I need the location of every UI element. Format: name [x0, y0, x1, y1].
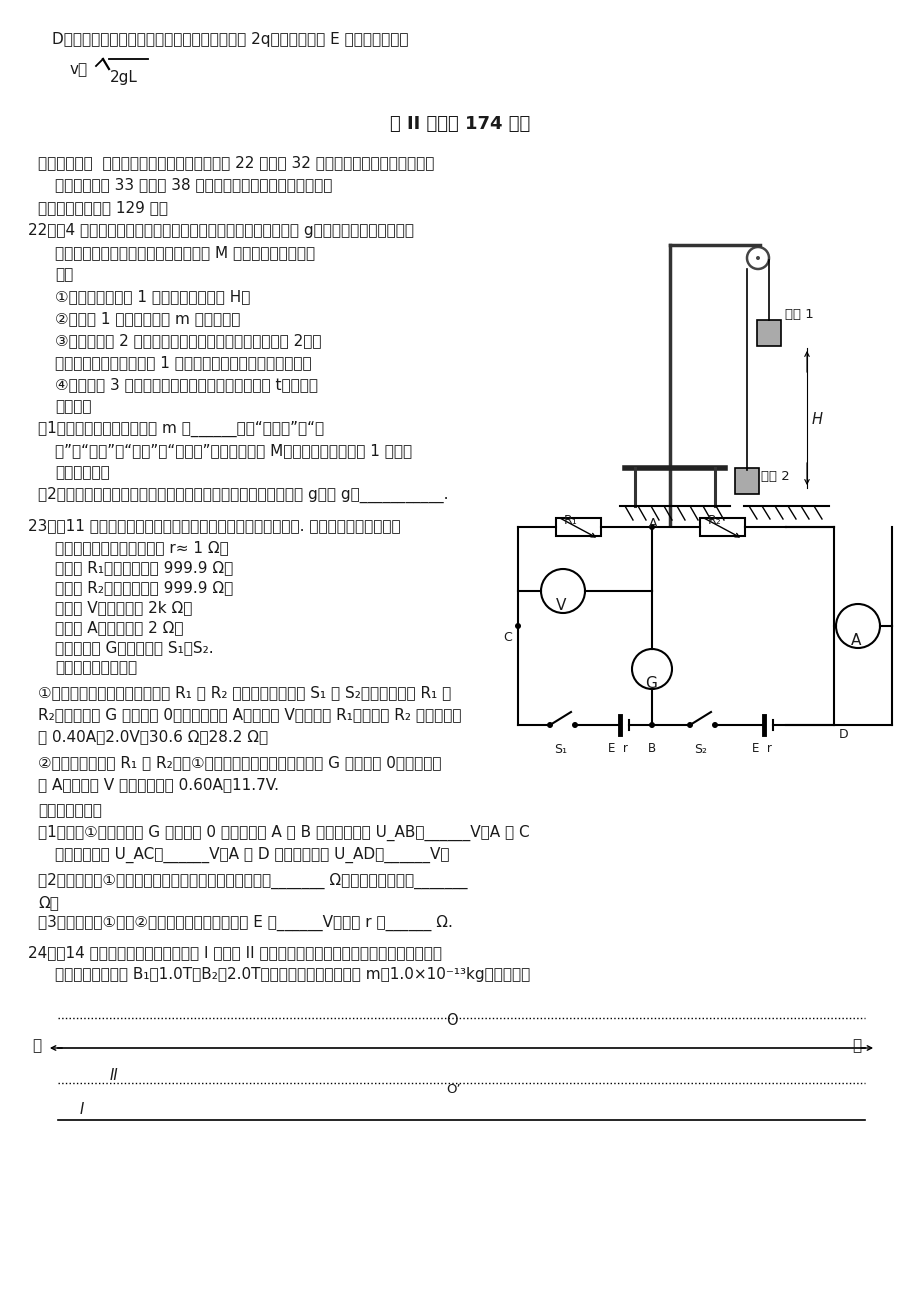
Text: 重锤 2: 重锤 2	[760, 470, 789, 483]
Text: 电压表 V（内阻约为 2k Ω）: 电压表 V（内阻约为 2k Ω）	[55, 600, 192, 615]
Text: S₂: S₂	[693, 743, 706, 756]
Text: 时右手开启秒表，在重锤 1 落地时停止计时，记录下落时间；: 时右手开启秒表，在重锤 1 落地时停止计时，记录下落时间；	[55, 355, 312, 370]
Text: （1）步骤①中：电流计 G 的示数为 0 时，电路中 A 和 B 两点的电势差 U_AB＝______V；A 和 C: （1）步骤①中：电流计 G 的示数为 0 时，电路中 A 和 B 两点的电势差 …	[38, 825, 529, 841]
Bar	[699, 518, 744, 536]
Text: 24．！14 分）如图所示，真空中区域 I 和区域 II 内存在着与纸面垂直的方向相反的匀强磁场，: 24．！14 分）如图所示，真空中区域 I 和区域 II 内存在着与纸面垂直的方…	[28, 945, 441, 960]
Text: 两点的电势差 U_AC＝______V；A 和 D 两点的电势差 U_AD＝______V；: 两点的电势差 U_AC＝______V；A 和 D 两点的电势差 U_AD＝__…	[55, 848, 449, 863]
Circle shape	[515, 622, 520, 629]
Text: 电阻笱 R₂（最大阻値为 999.9 Ω）: 电阻笱 R₂（最大阻値为 999.9 Ω）	[55, 579, 233, 595]
Text: 第 II 卷（共 174 分）: 第 II 卷（共 174 分）	[390, 115, 529, 133]
Text: I: I	[80, 1101, 85, 1117]
Text: 电阻笱 R₁（最大阻値为 999.9 Ω）: 电阻笱 R₁（最大阻値为 999.9 Ω）	[55, 560, 233, 575]
Bar	[756, 320, 780, 346]
Text: V: V	[555, 598, 566, 613]
Text: A: A	[850, 633, 860, 648]
Text: 重锤 1: 重锤 1	[784, 309, 813, 322]
Text: G: G	[644, 676, 656, 691]
Text: C: C	[503, 631, 511, 644]
Text: D: D	[838, 728, 847, 741]
Text: 三、非选择题  包括必考题和选考题两部分。第 22 题～第 32 题为必考题，每个试题考生都: 三、非选择题 包括必考题和选考题两部分。第 22 题～第 32 题为必考题，每个…	[38, 155, 434, 171]
Text: A: A	[648, 517, 657, 530]
Circle shape	[755, 256, 759, 260]
Text: 右: 右	[851, 1038, 860, 1053]
Text: 灵敏电流计 G，两个开关 S₁、S₂.: 灵敏电流计 G，两个开关 S₁、S₂.	[55, 641, 213, 655]
Text: （1）实验要求小钉码的质量 m 要______（填“远小于”，“小: （1）实验要求小钉码的质量 m 要______（填“远小于”，“小	[38, 421, 323, 437]
Text: 23．！11 分）某同学利用如图所示的电路可以测量多个物理量. 实验室提供的器材有：: 23．！11 分）某同学利用如图所示的电路可以测量多个物理量. 实验室提供的器材…	[28, 518, 400, 533]
Text: O: O	[446, 1013, 457, 1029]
Text: 时间长一些。: 时间长一些。	[55, 465, 109, 480]
Text: 下列问题: 下列问题	[55, 398, 91, 414]
Circle shape	[686, 723, 692, 728]
Text: Ω；: Ω；	[38, 894, 59, 910]
Text: ④重复测量 3 次下落时间，取其平均値作为测量値 t。请回答: ④重复测量 3 次下落时间，取其平均値作为测量値 t。请回答	[55, 378, 318, 392]
Text: II: II	[110, 1068, 119, 1083]
Text: ②反复调节电阻笱 R₁ 和 R₂（与①中的电阻値不同），使电流计 G 的示数为 0，读出电流: ②反复调节电阻笱 R₁ 和 R₂（与①中的电阻値不同），使电流计 G 的示数为 …	[38, 755, 441, 769]
Text: 必须做答。第 33 题～第 38 题为选考题，考生根据要求做答。: 必须做答。第 33 题～第 38 题为选考题，考生根据要求做答。	[55, 177, 332, 191]
Text: 电流表 A（内阻约为 2 Ω）: 电流表 A（内阻约为 2 Ω）	[55, 620, 183, 635]
Text: 磁感应强度大小为 B₁＝1.0T，B₂＝2.0T。一带正电的粒子质量为 m＝1.0×10⁻¹³kg，电荷量为: 磁感应强度大小为 B₁＝1.0T，B₂＝2.0T。一带正电的粒子质量为 m＝1.…	[55, 967, 529, 982]
Text: D．若保持电场强度不变，仅把小球电荷量变为 2q，则小球到达 E 点时的速度大小: D．若保持电场强度不变，仅把小球电荷量变为 2q，则小球到达 E 点时的速度大小	[52, 33, 408, 47]
Text: ①按图连接好电路，调节电阻笱 R₁ 和 R₂ 至最大，闭合开关 S₁ 和 S₂，再反复调节 R₁ 和: ①按图连接好电路，调节电阻笱 R₁ 和 R₂ 至最大，闭合开关 S₁ 和 S₂，…	[38, 685, 450, 700]
Text: 为 0.40A、2.0V、30.6 Ω、28.2 Ω；: 为 0.40A、2.0V、30.6 Ω、28.2 Ω；	[38, 729, 267, 743]
Text: （一）必考题（共 129 分）: （一）必考题（共 129 分）	[38, 201, 168, 215]
Circle shape	[648, 723, 654, 728]
Text: 2gL: 2gL	[110, 70, 138, 85]
Text: 表 A、电压表 V 的示数分别为 0.60A、11.7V.: 表 A、电压表 V 的示数分别为 0.60A、11.7V.	[38, 777, 278, 792]
Circle shape	[547, 723, 552, 728]
Text: 左: 左	[32, 1038, 41, 1053]
Text: ①用米尺量出重锤 1 底端距地面的高度 H；: ①用米尺量出重锤 1 底端距地面的高度 H；	[55, 289, 250, 303]
Bar	[734, 467, 758, 493]
Text: 回答下列问题：: 回答下列问题：	[38, 803, 102, 818]
Text: 主要实验步骤如下：: 主要实验步骤如下：	[55, 660, 137, 674]
Text: R₂: R₂	[708, 514, 721, 527]
Text: （2）忽略其他因素造成的误差，用实验中测量的量和已知量表示 g，得 g＝___________.: （2）忽略其他因素造成的误差，用实验中测量的量和已知量表示 g，得 g＝____…	[38, 487, 448, 503]
Bar	[555, 518, 600, 536]
Text: O’: O’	[446, 1083, 460, 1096]
Text: 22．（4 分）某同学利用如图所示的实验装置来测量重力加速度 g。细绳跨过固定在铁架台: 22．（4 分）某同学利用如图所示的实验装置来测量重力加速度 g。细绳跨过固定在…	[28, 223, 414, 238]
Text: 上的轻质滑轮，两端各悬挂一只质量为 M 的重锤。实验操作如: 上的轻质滑轮，两端各悬挂一只质量为 M 的重锤。实验操作如	[55, 245, 315, 260]
Text: R₁: R₁	[563, 514, 577, 527]
Circle shape	[711, 723, 717, 728]
Text: （2）利用步骤①中的测量数据可以求得电压表的内阻为_______ Ω，电流表的内阻为_______: （2）利用步骤①中的测量数据可以求得电压表的内阻为_______ Ω，电流表的内…	[38, 874, 467, 889]
Circle shape	[572, 723, 577, 728]
Text: （3）结合步骤①步骤②的测量数据电源的电动势 E 为______V，内阻 r 为______ Ω.: （3）结合步骤①步骤②的测量数据电源的电动势 E 为______V，内阻 r 为…	[38, 915, 452, 931]
Text: v＝: v＝	[70, 62, 88, 77]
Text: B: B	[647, 742, 655, 755]
Text: 下：: 下：	[55, 267, 74, 283]
Text: R₂，使电流计 G 的示数为 0，读出电流表 A、电压表 V、电阻笱 R₁、电阻笱 R₂ 的示数分别: R₂，使电流计 G 的示数为 0，读出电流表 A、电压表 V、电阻笱 R₁、电阻…	[38, 707, 461, 723]
Text: H: H	[811, 411, 823, 427]
Text: ②在重锤 1 上加上质量为 m 的小钉码；: ②在重锤 1 上加上质量为 m 的小钉码；	[55, 311, 240, 326]
Text: ③左手将重锤 2 压在地面上，保持系统静止。释放重锤 2，同: ③左手将重锤 2 压在地面上，保持系统静止。释放重锤 2，同	[55, 333, 321, 348]
Text: E  r: E r	[751, 742, 771, 755]
Text: 于”，“等于”，“大于”，“远大于”）重锤的质量 M，主要是为了使重锤 1 下落的: 于”，“等于”，“大于”，“远大于”）重锤的质量 M，主要是为了使重锤 1 下落…	[55, 443, 412, 458]
Text: E  r: E r	[607, 742, 627, 755]
Circle shape	[648, 523, 654, 530]
Text: S₁: S₁	[553, 743, 566, 756]
Text: 两个相同的待测电源（内阻 r≈ 1 Ω）: 两个相同的待测电源（内阻 r≈ 1 Ω）	[55, 540, 229, 555]
